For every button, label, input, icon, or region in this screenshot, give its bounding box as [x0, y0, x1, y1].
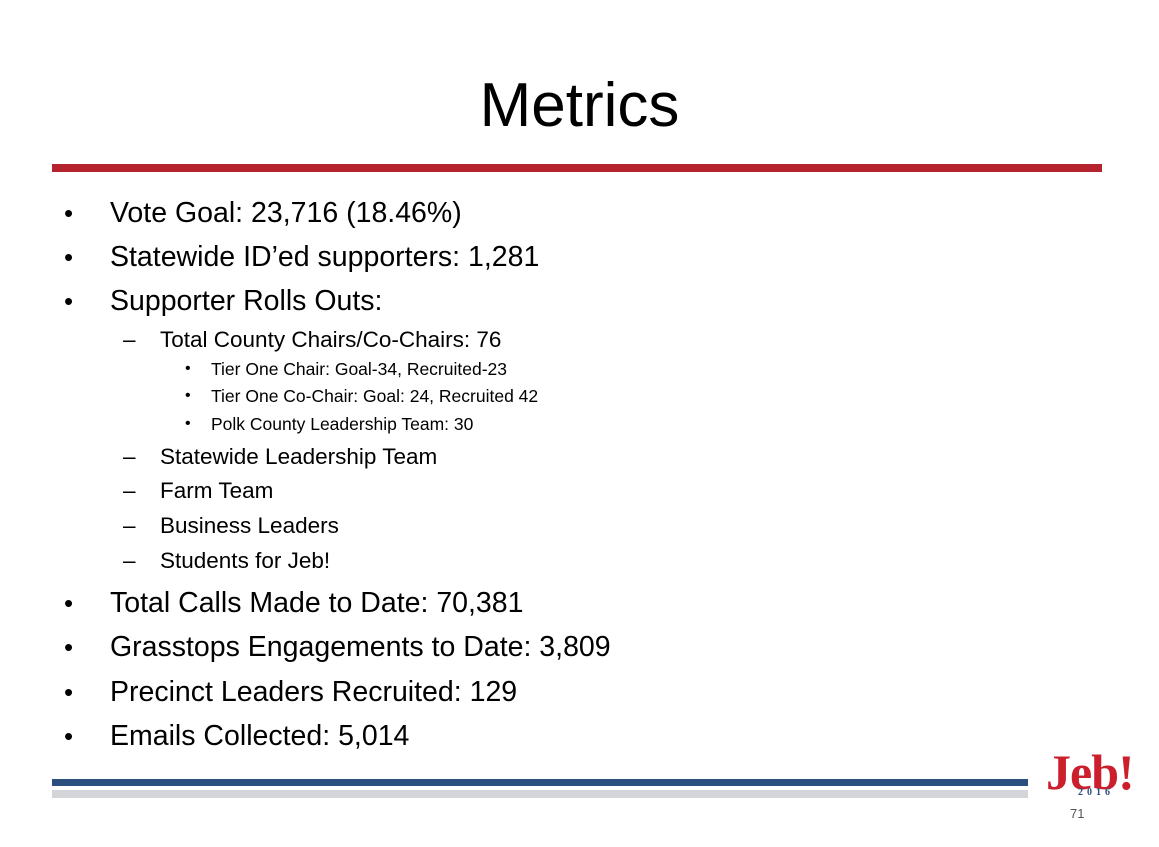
bullet-marker: • [64, 677, 74, 707]
bullet-text: Emails Collected: 5,014 [110, 720, 410, 752]
bullet-marker: • [185, 360, 191, 377]
footer-rule-blue [52, 779, 1028, 786]
dash-marker: – [123, 444, 136, 469]
bullet-marker: • [64, 286, 74, 316]
dash-marker: – [123, 327, 136, 352]
subsubbullet-text: Tier One Chair: Goal-34, Recruited-23 [211, 359, 508, 379]
subbullet-text: Business Leaders [160, 513, 339, 538]
bullet-marker: • [64, 721, 74, 751]
bullet-marker: • [185, 387, 191, 404]
subbullet-text: Total County Chairs/Co-Chairs: 76 [160, 327, 502, 352]
bullet-marker: • [64, 632, 74, 662]
logo-wordmark: Jeb! [1046, 744, 1135, 800]
subbullet-text: Statewide Leadership Team [160, 444, 438, 469]
page-number: 71 [1070, 806, 1085, 821]
subbullet-text: Students for Jeb! [160, 548, 331, 573]
dash-marker: – [123, 478, 136, 503]
dash-marker: – [123, 513, 136, 538]
bullet-text: Precinct Leaders Recruited: 129 [110, 676, 518, 708]
subsubbullet-text: Polk County Leadership Team: 30 [211, 414, 474, 434]
footer-rule-gray [52, 790, 1028, 798]
bullet-text: Grasstops Engagements to Date: 3,809 [110, 631, 611, 663]
bullet-marker: • [64, 588, 74, 618]
bullet-marker: • [64, 198, 74, 228]
bullet-text: Vote Goal: 23,716 (18.46%) [110, 197, 462, 229]
slide-title: Metrics [479, 71, 680, 140]
jeb-2016-logo: Jeb! 2016 [1042, 746, 1142, 802]
bullet-marker: • [185, 415, 191, 432]
subbullet-text: Farm Team [160, 478, 274, 503]
bullet-text: Supporter Rolls Outs: [110, 285, 383, 317]
bullet-text: Total Calls Made to Date: 70,381 [110, 587, 524, 619]
subsubbullet-text: Tier One Co-Chair: Goal: 24, Recruited 4… [211, 386, 539, 406]
dash-marker: – [123, 548, 136, 573]
logo-year: 2016 [1078, 787, 1114, 798]
title-divider [52, 164, 1102, 172]
bullet-marker: • [64, 242, 74, 272]
bullet-text: Statewide ID’ed supporters: 1,281 [110, 241, 540, 273]
